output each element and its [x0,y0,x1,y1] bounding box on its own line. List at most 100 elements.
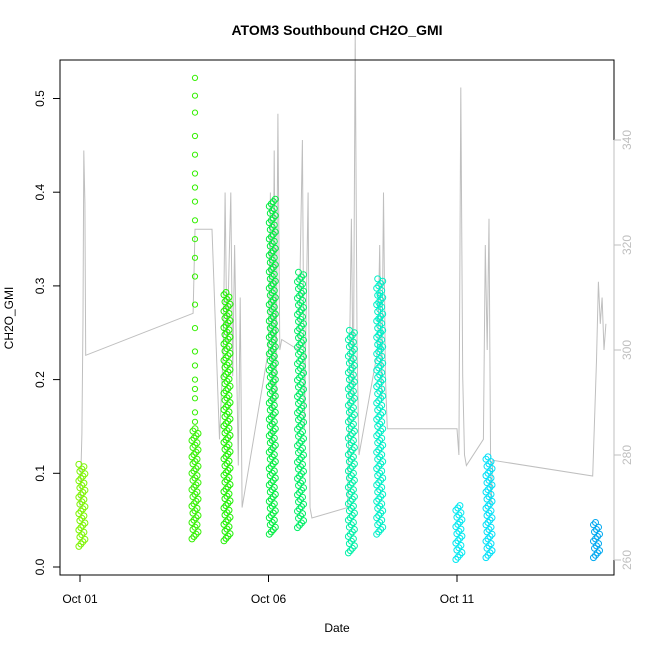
point [189,476,197,484]
x-tick-label: Oct 11 [440,592,475,606]
point [296,456,303,464]
point [265,268,273,276]
point [191,395,199,402]
point [590,537,597,545]
point [189,460,197,468]
point [266,455,274,463]
point [373,530,381,538]
point [267,200,275,208]
point [222,420,230,428]
point [222,469,230,477]
point [191,418,199,425]
point [296,357,303,365]
point [373,415,381,423]
point [221,298,229,306]
point [267,249,275,257]
point [456,502,464,510]
y2-tick-label: 260 [620,550,634,570]
point [222,354,230,362]
point [265,448,273,456]
series-4 [265,195,279,538]
point [346,547,354,555]
point [345,408,353,416]
point [221,462,229,470]
point [344,516,352,524]
point [376,329,383,336]
point [191,92,199,99]
point [452,539,460,547]
point [482,504,490,512]
point [191,273,199,280]
point [189,526,197,533]
point [346,350,354,358]
series-3 [220,289,234,545]
point [295,268,302,276]
point [373,465,381,473]
point [220,340,228,348]
point [221,396,229,404]
point [76,500,84,508]
point [222,518,230,526]
point [266,439,274,447]
series-1 [75,460,89,550]
point [482,521,490,529]
point [373,448,381,456]
y2-tick-label: 300 [620,340,634,360]
point [191,132,199,140]
point [373,383,381,391]
point [296,439,303,447]
point [220,307,228,315]
point [374,521,382,529]
point [266,521,274,529]
point [592,519,599,526]
point [375,282,383,290]
y-axis: 0.0 0.1 0.2 0.3 0.4 0.5 [33,90,61,575]
point [346,514,354,522]
y-tick-label: 0.5 [33,90,47,107]
point [376,301,383,308]
point [373,284,381,292]
point [296,275,303,283]
point [265,497,273,505]
point [190,516,198,524]
point [374,422,382,430]
y2-axis: 260 280 300 320 340 [613,130,634,570]
point [221,495,229,503]
point [221,314,229,322]
point [189,427,197,435]
point [296,292,303,300]
point [265,251,273,259]
point [189,493,197,501]
point [266,488,274,496]
point [482,537,490,545]
point [222,534,230,542]
point [345,326,353,334]
point [188,469,196,477]
point [376,315,383,322]
point [188,437,196,444]
point [296,308,303,316]
point [189,444,197,451]
point [346,448,354,456]
y-tick-label: 0.1 [33,465,47,482]
point [484,469,492,477]
point [191,184,199,191]
point [191,109,199,116]
point [191,409,199,416]
point [221,527,229,535]
point [77,540,85,548]
point [266,504,274,512]
point [346,415,354,423]
point [452,523,460,531]
point [222,436,230,444]
point [220,291,228,299]
point [265,514,273,522]
series-2 [188,74,202,543]
point [265,432,273,440]
point [222,485,230,493]
y-tick-label: 0.3 [33,277,47,294]
point [373,432,381,440]
point [345,343,353,351]
point [452,506,460,514]
